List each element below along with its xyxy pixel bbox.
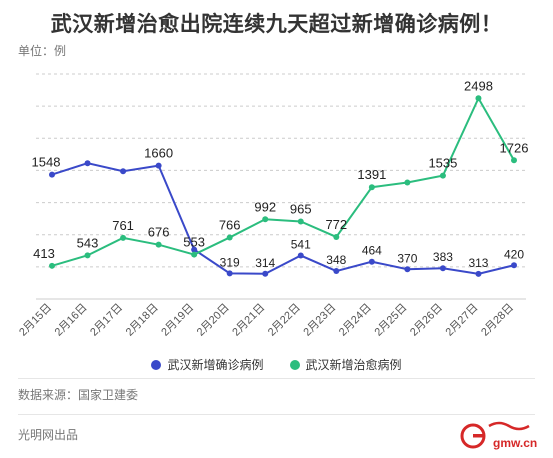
unit-label: 单位：例 — [18, 44, 67, 58]
data-labels: 1548 1660 319 314 541 348 464 370 383 313 420 413 54… — [32, 78, 529, 270]
data-label-cured: 761 — [112, 218, 134, 233]
data-point-confirmed — [226, 270, 233, 277]
logo-g-bar — [473, 434, 484, 438]
legend-item-confirmed: 武汉新增确诊病例 — [151, 356, 264, 373]
x-tick-label: 2月21日 — [230, 302, 267, 339]
data-point-cured — [262, 216, 269, 223]
x-tick-label: 2月20日 — [195, 302, 232, 339]
data-point-cured — [333, 233, 340, 240]
legend-dot-confirmed — [151, 359, 162, 370]
x-tick-label: 2月19日 — [159, 302, 196, 339]
x-tick-label: 2月24日 — [337, 302, 374, 339]
x-tick-label: 2月22日 — [266, 302, 303, 339]
legend-dot-cured — [289, 359, 300, 370]
divider — [18, 378, 535, 379]
data-label-confirmed: 464 — [362, 244, 382, 258]
data-source: 数据来源：国家卫建委 — [18, 388, 139, 402]
x-tick-label: 2月17日 — [88, 302, 125, 339]
data-point-confirmed — [120, 168, 127, 175]
data-point-confirmed — [155, 162, 162, 169]
data-point-cured — [511, 157, 517, 164]
x-tick-label: 2月16日 — [53, 302, 90, 339]
legend-label-cured: 武汉新增治愈病例 — [305, 358, 402, 372]
data-label-cured: 772 — [325, 217, 347, 232]
logo-text: gmw.cn — [493, 436, 537, 450]
legend: 武汉新增确诊病例 武汉新增治愈病例 — [0, 356, 553, 373]
x-tick-label: 2月23日 — [301, 302, 338, 339]
data-label-confirmed: 313 — [468, 256, 488, 270]
data-point-confirmed — [511, 262, 517, 269]
logo-brush-stroke — [488, 421, 530, 431]
data-point-confirmed — [439, 265, 446, 272]
data-label-confirmed: 383 — [433, 250, 453, 264]
data-label-cured: 2498 — [464, 78, 493, 93]
data-label-cured: 1535 — [428, 156, 457, 171]
data-label-cured: 553 — [183, 235, 205, 250]
data-label-cured: 965 — [290, 201, 312, 216]
data-label-cured: 413 — [33, 246, 55, 261]
x-tick-label: 2月18日 — [124, 302, 161, 339]
data-label-cured: 992 — [254, 199, 276, 214]
data-label-confirmed: 319 — [220, 255, 240, 269]
x-tick-label: 2月28日 — [479, 302, 516, 339]
data-point-cured — [439, 172, 446, 179]
data-point-confirmed — [297, 252, 304, 259]
series-lines — [49, 95, 517, 277]
data-point-confirmed — [191, 246, 198, 253]
data-label-cured: 1726 — [500, 140, 529, 155]
data-label-confirmed: 314 — [255, 256, 275, 270]
x-tick-label: 2月26日 — [408, 302, 445, 339]
series-line-confirmed — [51, 162, 515, 275]
data-point-confirmed — [475, 270, 482, 277]
data-label-cured: 1391 — [357, 167, 386, 182]
data-point-cured — [404, 179, 411, 186]
data-point-cured — [191, 251, 198, 258]
data-point-cured — [226, 234, 233, 241]
data-point-confirmed — [49, 171, 55, 178]
data-point-cured — [368, 184, 375, 191]
data-point-cured — [84, 252, 91, 259]
series-line-cured — [51, 96, 515, 267]
data-point-confirmed — [333, 268, 340, 275]
data-point-confirmed — [404, 266, 411, 273]
legend-label-confirmed: 武汉新增确诊病例 — [167, 358, 264, 372]
divider — [18, 414, 535, 415]
data-point-cured — [120, 234, 127, 241]
data-label-cured: 766 — [219, 217, 241, 232]
x-tick-label: 2月25日 — [372, 302, 409, 339]
data-point-confirmed — [368, 258, 375, 265]
data-point-cured — [297, 218, 304, 225]
data-label-confirmed: 348 — [326, 253, 346, 267]
x-tick-label: 2月15日 — [17, 302, 54, 339]
producer-credit: 光明网出品 — [18, 428, 79, 442]
data-point-cured — [155, 241, 162, 248]
data-label-confirmed: 541 — [291, 238, 311, 252]
x-tick-labels: 2月15日2月16日2月17日2月18日2月19日2月20日2月21日2月22日… — [17, 302, 516, 339]
legend-item-cured: 武汉新增治愈病例 — [289, 356, 402, 373]
data-label-cured: 543 — [77, 235, 99, 250]
data-label-confirmed: 420 — [504, 247, 524, 261]
data-label-cured: 676 — [148, 225, 170, 240]
data-point-cured — [475, 95, 482, 102]
data-point-confirmed — [262, 270, 269, 277]
chart-title: 武汉新增治愈出院连续九天超过新增确诊病例！ — [50, 12, 503, 36]
x-tick-label: 2月27日 — [444, 302, 481, 339]
gmw-logo: gmw.cn — [460, 421, 537, 450]
data-label-confirmed: 1548 — [32, 155, 61, 170]
data-label-confirmed: 370 — [397, 251, 417, 265]
data-label-confirmed: 1660 — [144, 146, 173, 161]
data-point-confirmed — [84, 160, 91, 167]
data-point-cured — [49, 262, 55, 269]
